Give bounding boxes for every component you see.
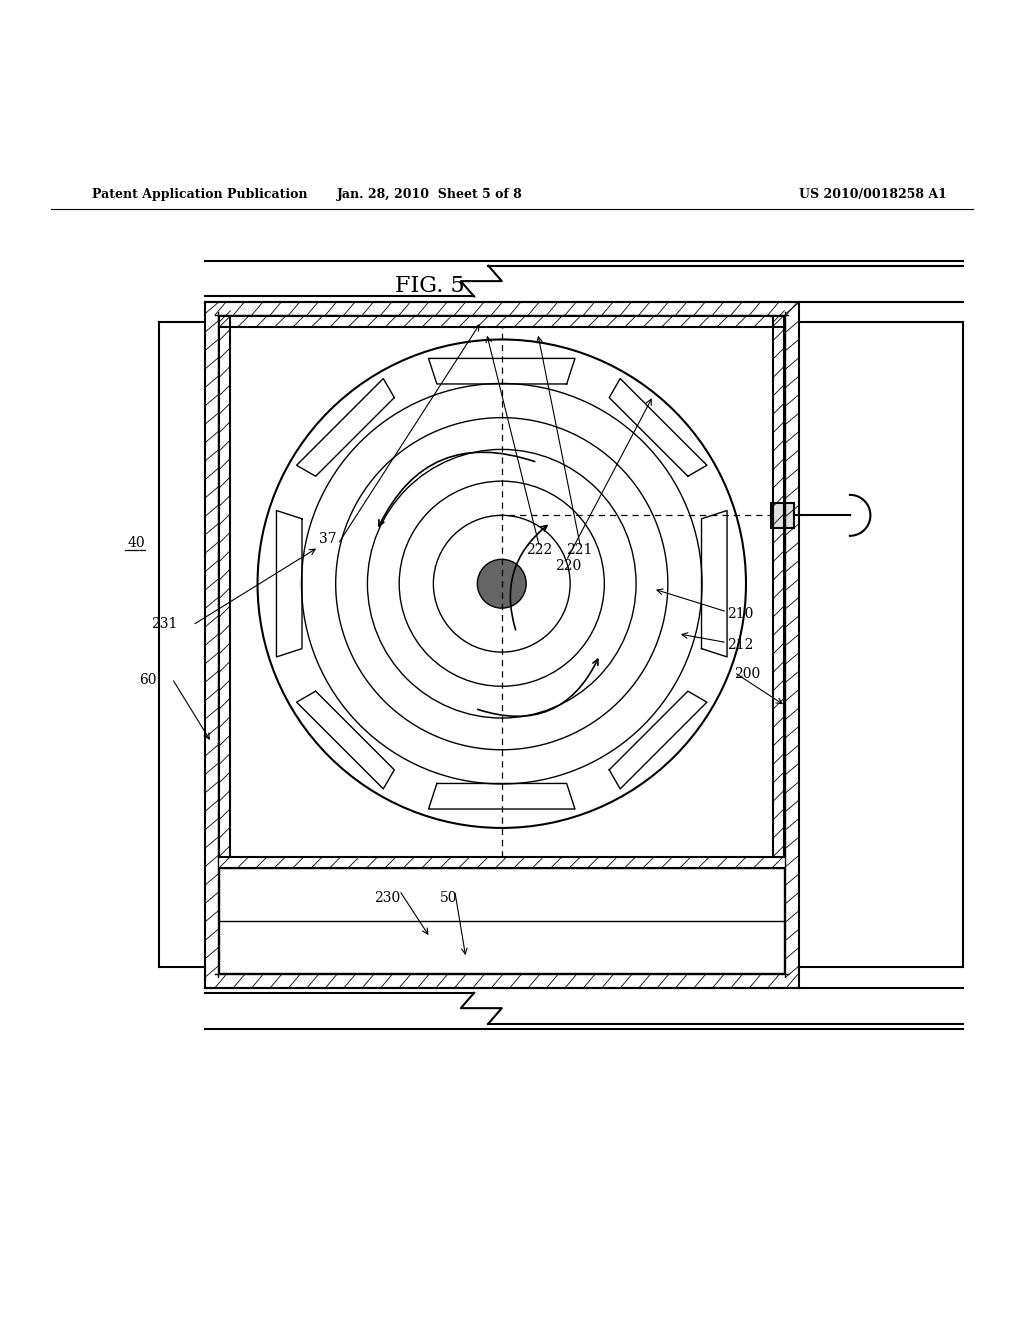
Text: 210: 210 <box>727 607 754 620</box>
Text: Jan. 28, 2010  Sheet 5 of 8: Jan. 28, 2010 Sheet 5 of 8 <box>337 187 523 201</box>
Text: 50: 50 <box>439 891 458 904</box>
Text: 220: 220 <box>555 558 582 573</box>
Bar <box>771 503 794 528</box>
Text: 221: 221 <box>566 544 593 557</box>
Text: Patent Application Publication: Patent Application Publication <box>92 187 307 201</box>
Text: FIG. 5: FIG. 5 <box>395 276 465 297</box>
Text: 212: 212 <box>727 638 754 652</box>
Text: 222: 222 <box>526 544 553 557</box>
Text: 231: 231 <box>151 618 177 631</box>
Text: 40: 40 <box>127 536 145 550</box>
Text: 200: 200 <box>734 668 761 681</box>
Text: US 2010/0018258 A1: US 2010/0018258 A1 <box>799 187 946 201</box>
Circle shape <box>477 560 526 609</box>
Text: 60: 60 <box>139 673 157 688</box>
Text: 37: 37 <box>318 532 337 546</box>
Text: 230: 230 <box>374 891 400 904</box>
